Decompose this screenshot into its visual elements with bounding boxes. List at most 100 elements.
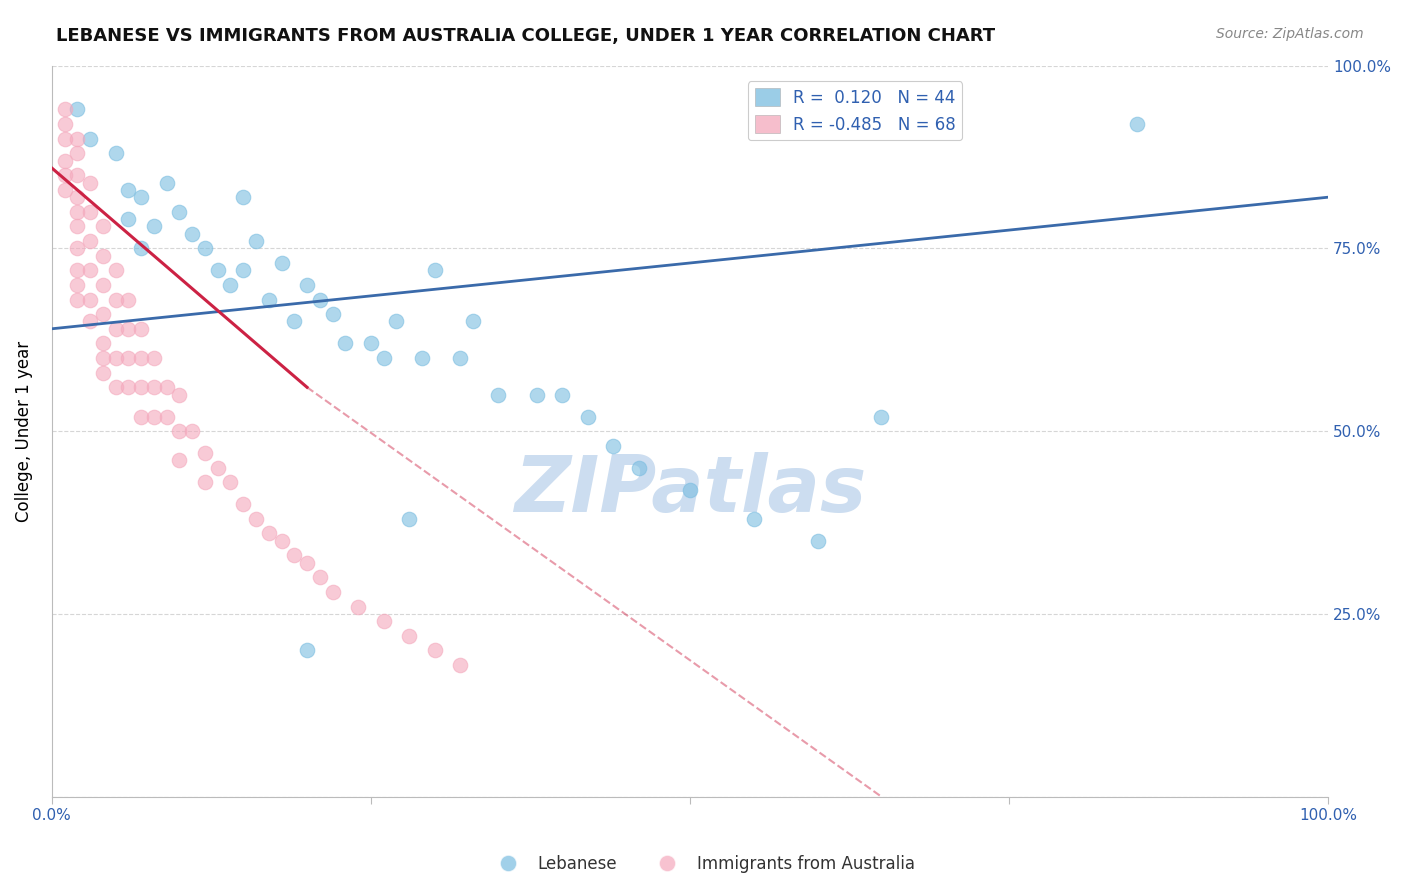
Point xyxy=(181,424,204,438)
Point xyxy=(66,277,89,292)
Point xyxy=(411,351,433,365)
Point xyxy=(423,263,446,277)
Point xyxy=(423,643,446,657)
Point xyxy=(104,351,127,365)
Y-axis label: College, Under 1 year: College, Under 1 year xyxy=(15,341,32,522)
Point xyxy=(245,234,267,248)
Point xyxy=(207,460,229,475)
Point xyxy=(104,322,127,336)
Point xyxy=(129,190,152,204)
Point xyxy=(53,117,76,131)
Point xyxy=(870,409,893,424)
Point xyxy=(194,241,217,255)
Point xyxy=(117,380,139,394)
Point xyxy=(449,658,471,673)
Point xyxy=(257,526,280,541)
Point xyxy=(117,351,139,365)
Point xyxy=(169,204,191,219)
Point xyxy=(104,293,127,307)
Point xyxy=(270,533,292,548)
Point xyxy=(91,307,114,321)
Point xyxy=(295,556,318,570)
Point xyxy=(91,336,114,351)
Point xyxy=(169,424,191,438)
Point xyxy=(79,132,101,146)
Point xyxy=(66,219,89,234)
Point xyxy=(257,293,280,307)
Point xyxy=(526,387,548,401)
Point xyxy=(129,241,152,255)
Legend: Lebanese, Immigrants from Australia: Lebanese, Immigrants from Australia xyxy=(484,848,922,880)
Point xyxy=(79,263,101,277)
Point xyxy=(398,629,420,643)
Point xyxy=(142,351,165,365)
Point xyxy=(194,475,217,490)
Point xyxy=(207,263,229,277)
Point xyxy=(53,183,76,197)
Point xyxy=(129,380,152,394)
Point xyxy=(551,387,574,401)
Point xyxy=(335,336,357,351)
Point xyxy=(53,168,76,182)
Point xyxy=(232,497,254,511)
Point xyxy=(66,293,89,307)
Point xyxy=(245,512,267,526)
Point xyxy=(219,277,242,292)
Point xyxy=(91,277,114,292)
Point xyxy=(129,322,152,336)
Point xyxy=(385,314,408,328)
Point xyxy=(142,380,165,394)
Point xyxy=(66,146,89,161)
Point xyxy=(91,366,114,380)
Legend: R =  0.120   N = 44, R = -0.485   N = 68: R = 0.120 N = 44, R = -0.485 N = 68 xyxy=(748,81,963,140)
Point xyxy=(91,249,114,263)
Point xyxy=(347,599,370,614)
Point xyxy=(66,132,89,146)
Point xyxy=(449,351,471,365)
Point xyxy=(156,409,179,424)
Point xyxy=(169,453,191,467)
Point xyxy=(219,475,242,490)
Point xyxy=(142,219,165,234)
Point xyxy=(91,219,114,234)
Point xyxy=(104,380,127,394)
Point xyxy=(117,183,139,197)
Point xyxy=(66,241,89,255)
Point xyxy=(576,409,599,424)
Point xyxy=(679,483,702,497)
Text: ZIPatlas: ZIPatlas xyxy=(513,451,866,528)
Point xyxy=(117,322,139,336)
Point xyxy=(461,314,484,328)
Point xyxy=(104,263,127,277)
Point xyxy=(308,293,330,307)
Point xyxy=(373,614,395,628)
Point xyxy=(1125,117,1147,131)
Point xyxy=(806,533,828,548)
Point xyxy=(283,314,305,328)
Point xyxy=(91,351,114,365)
Point xyxy=(66,103,89,117)
Point xyxy=(156,176,179,190)
Point xyxy=(129,409,152,424)
Point xyxy=(156,380,179,394)
Point xyxy=(129,351,152,365)
Point xyxy=(283,549,305,563)
Text: LEBANESE VS IMMIGRANTS FROM AUSTRALIA COLLEGE, UNDER 1 YEAR CORRELATION CHART: LEBANESE VS IMMIGRANTS FROM AUSTRALIA CO… xyxy=(56,27,995,45)
Point xyxy=(322,307,344,321)
Point xyxy=(66,204,89,219)
Point xyxy=(66,168,89,182)
Point xyxy=(79,176,101,190)
Point xyxy=(66,263,89,277)
Point xyxy=(79,234,101,248)
Point xyxy=(194,446,217,460)
Point xyxy=(322,585,344,599)
Point xyxy=(142,409,165,424)
Point xyxy=(169,387,191,401)
Point xyxy=(53,103,76,117)
Point xyxy=(398,512,420,526)
Point xyxy=(295,277,318,292)
Point xyxy=(742,512,765,526)
Point xyxy=(117,212,139,227)
Text: Source: ZipAtlas.com: Source: ZipAtlas.com xyxy=(1216,27,1364,41)
Point xyxy=(53,132,76,146)
